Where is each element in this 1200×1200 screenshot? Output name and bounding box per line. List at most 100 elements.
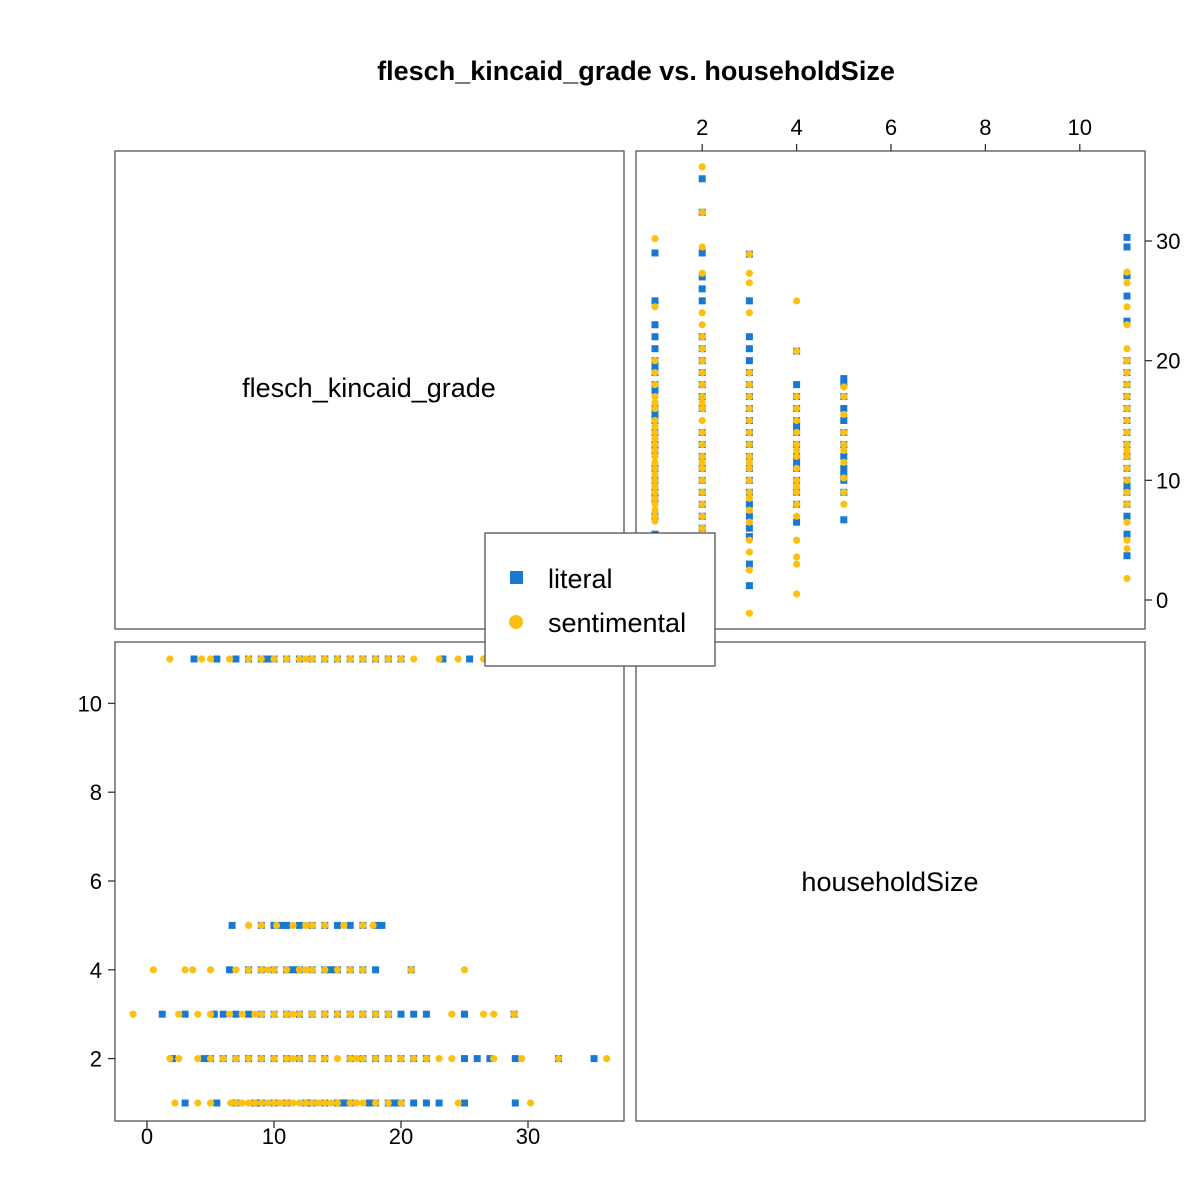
point-literal <box>1123 243 1131 251</box>
point-sentimental <box>651 434 659 443</box>
point-sentimental <box>251 1010 259 1018</box>
point-sentimental <box>698 369 706 377</box>
point-sentimental <box>1123 392 1131 401</box>
point-sentimental <box>359 1099 367 1107</box>
diag-label-flesch-kincaid-grade: flesch_kincaid_grade <box>242 373 496 403</box>
point-sentimental <box>295 1010 303 1018</box>
point-sentimental <box>359 966 367 974</box>
point-sentimental <box>1123 574 1131 583</box>
point-sentimental <box>129 1010 137 1018</box>
point-literal <box>283 921 291 929</box>
point-literal <box>181 1010 189 1018</box>
point-literal <box>213 1099 221 1107</box>
point-sentimental <box>194 1055 202 1063</box>
point-sentimental <box>793 440 801 449</box>
point-sentimental <box>302 655 310 663</box>
point-sentimental <box>490 1055 498 1063</box>
point-sentimental <box>270 1010 278 1018</box>
point-sentimental <box>698 381 706 389</box>
point-literal <box>422 1010 430 1018</box>
point-sentimental <box>745 452 754 460</box>
point-sentimental <box>270 1055 278 1063</box>
point-sentimental <box>793 392 801 401</box>
point-literal <box>346 921 354 929</box>
point-literal <box>410 1099 418 1107</box>
point-sentimental <box>283 1099 291 1107</box>
point-sentimental <box>698 458 706 466</box>
point-sentimental <box>422 1055 430 1063</box>
point-sentimental <box>1123 452 1131 460</box>
point-sentimental <box>289 1099 297 1107</box>
point-sentimental <box>189 966 197 974</box>
point-literal <box>698 175 706 183</box>
point-sentimental <box>359 1055 367 1063</box>
point-sentimental <box>1123 303 1131 311</box>
point-sentimental <box>308 921 316 930</box>
point-sentimental <box>1123 446 1131 455</box>
point-sentimental <box>698 243 706 251</box>
point-literal <box>840 464 848 472</box>
point-sentimental <box>651 398 659 407</box>
point-literal <box>1123 552 1131 560</box>
point-sentimental <box>283 1010 291 1018</box>
point-sentimental <box>227 1099 235 1107</box>
point-sentimental <box>698 333 706 341</box>
point-sentimental <box>1123 416 1131 425</box>
point-sentimental <box>384 655 392 663</box>
x-tick-label-bottom: 10 <box>262 1124 286 1149</box>
point-sentimental <box>410 655 418 663</box>
point-sentimental <box>454 655 462 663</box>
point-literal <box>1123 292 1131 300</box>
point-sentimental <box>340 921 348 930</box>
point-sentimental <box>308 966 316 974</box>
point-sentimental <box>302 966 310 974</box>
point-sentimental <box>745 440 754 449</box>
point-literal <box>651 297 659 305</box>
point-literal <box>289 966 297 974</box>
y-tick-label-right: 20 <box>1156 349 1180 374</box>
point-sentimental <box>1123 268 1131 276</box>
point-sentimental <box>554 1055 563 1063</box>
point-sentimental <box>333 966 342 974</box>
point-sentimental <box>257 921 265 930</box>
point-sentimental <box>651 506 659 514</box>
point-literal <box>793 458 801 466</box>
point-literal <box>1123 482 1131 490</box>
point-sentimental <box>698 357 706 365</box>
point-sentimental <box>245 921 253 930</box>
y-tick-label-left: 10 <box>78 691 102 716</box>
y-tick-label-left: 6 <box>90 869 102 894</box>
point-sentimental <box>175 1055 183 1063</box>
point-literal <box>793 381 801 389</box>
point-sentimental <box>651 512 659 520</box>
point-sentimental <box>745 428 754 437</box>
point-sentimental <box>698 416 706 425</box>
point-literal <box>793 422 801 430</box>
x-tick-label-top: 10 <box>1068 115 1092 140</box>
point-literal <box>840 417 848 424</box>
point-sentimental <box>232 966 240 974</box>
point-sentimental <box>840 500 848 508</box>
point-literal <box>232 655 240 663</box>
point-sentimental <box>435 655 443 663</box>
point-sentimental <box>698 398 706 407</box>
point-sentimental <box>840 488 848 496</box>
point-sentimental <box>245 1099 253 1107</box>
point-literal <box>391 1099 399 1107</box>
point-sentimental <box>651 422 659 431</box>
point-sentimental <box>698 321 706 329</box>
point-sentimental <box>321 1099 329 1107</box>
point-sentimental <box>194 1099 202 1107</box>
legend-label-literal: literal <box>548 564 613 594</box>
point-literal <box>473 1055 481 1063</box>
point-sentimental <box>698 345 706 353</box>
point-sentimental <box>745 536 754 544</box>
point-sentimental <box>333 1010 342 1018</box>
point-sentimental <box>219 1055 227 1063</box>
point-sentimental <box>194 1010 202 1018</box>
point-sentimental <box>1123 536 1131 544</box>
point-literal <box>511 1099 519 1107</box>
point-literal <box>228 921 236 929</box>
point-sentimental <box>397 1055 405 1063</box>
